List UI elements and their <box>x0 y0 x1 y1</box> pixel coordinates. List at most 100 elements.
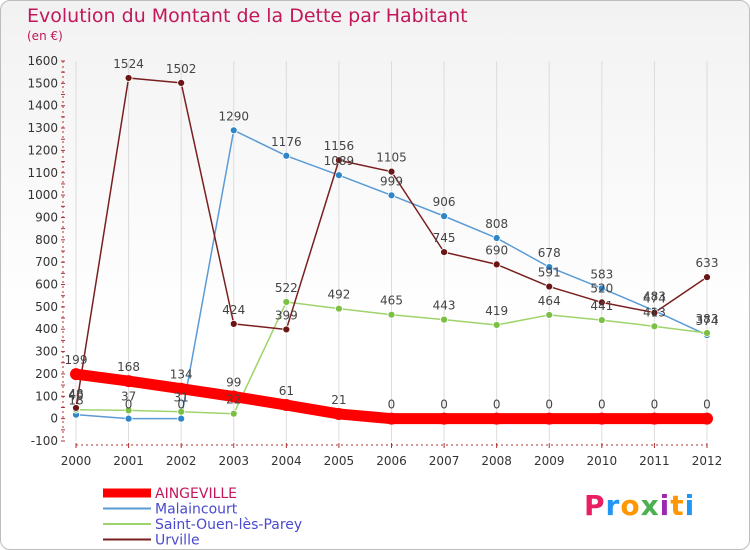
y-tick-label: 500 <box>35 300 58 314</box>
legend-label: Malaincourt <box>155 502 238 518</box>
y-tick-label: 700 <box>35 255 58 269</box>
x-tick-label: 2009 <box>534 454 565 468</box>
x-tick-label: 2004 <box>271 454 302 468</box>
x-tick-label: 2012 <box>692 454 723 468</box>
data-label: 464 <box>538 294 561 308</box>
data-point <box>124 414 133 423</box>
data-label: 399 <box>275 308 298 322</box>
data-point <box>229 319 238 328</box>
data-label: 1176 <box>271 135 302 149</box>
data-label: 0 <box>440 398 448 412</box>
data-point <box>545 311 554 319</box>
data-label: 678 <box>538 246 561 260</box>
data-point <box>597 284 606 293</box>
data-label: 22 <box>226 393 241 407</box>
data-point <box>492 234 501 242</box>
data-label: 199 <box>65 353 88 367</box>
data-label: 999 <box>380 174 403 188</box>
y-tick-label: 400 <box>35 322 58 336</box>
legend-label: Urville <box>155 533 200 549</box>
x-tick-label: 2010 <box>587 454 618 468</box>
x-tick-label: 2001 <box>113 454 144 468</box>
logo-letter: i <box>684 489 696 522</box>
proxiti-logo: Proxiti <box>584 489 695 522</box>
data-label: 134 <box>170 368 193 382</box>
data-label: 0 <box>493 398 501 412</box>
data-point <box>595 412 608 425</box>
data-point <box>282 325 291 334</box>
data-label: 690 <box>485 243 508 257</box>
data-label: 474 <box>643 292 666 306</box>
data-label: 99 <box>226 376 241 390</box>
data-label: 168 <box>117 360 140 374</box>
data-label: 413 <box>643 305 666 319</box>
data-label: 0 <box>125 398 133 412</box>
data-point <box>650 308 659 317</box>
data-point <box>385 412 398 425</box>
data-label: 492 <box>327 288 350 302</box>
logo-letter: t <box>670 489 685 522</box>
logo-letter: P <box>584 489 606 522</box>
data-point <box>543 412 556 425</box>
data-point <box>545 263 554 271</box>
data-point <box>332 407 345 420</box>
data-point <box>72 404 80 412</box>
y-tick-label: 100 <box>35 389 58 403</box>
data-point <box>701 412 713 425</box>
data-point <box>597 298 606 307</box>
data-point <box>703 329 711 337</box>
data-label: 1105 <box>376 151 407 165</box>
y-tick-label: 1400 <box>27 99 58 113</box>
data-point <box>387 191 396 200</box>
data-point <box>229 126 238 135</box>
y-tick-label: 200 <box>35 367 58 381</box>
data-point <box>335 304 343 313</box>
data-label: 0 <box>388 398 396 412</box>
data-point <box>282 298 291 306</box>
data-label: 424 <box>222 303 245 317</box>
y-tick-label: 900 <box>35 210 58 224</box>
data-point <box>335 156 343 165</box>
data-point <box>177 79 186 87</box>
data-label: 1290 <box>218 109 249 123</box>
logo-letter: r <box>605 489 621 522</box>
data-point <box>177 407 186 416</box>
y-tick-label: 1200 <box>27 143 58 157</box>
data-label: 1524 <box>113 57 144 71</box>
data-point <box>282 151 291 160</box>
data-point <box>280 399 293 412</box>
logo-letter: i <box>659 489 671 522</box>
data-label: 1156 <box>324 139 355 153</box>
data-label: 37 <box>121 389 136 403</box>
data-label: 1089 <box>324 154 355 168</box>
y-tick-label: 1600 <box>27 54 58 68</box>
chart-title: Evolution du Montant de la Dette par Hab… <box>27 5 468 27</box>
legend-label: Saint-Ouen-lès-Parey <box>155 517 302 533</box>
y-tick-label: 1100 <box>27 166 58 180</box>
x-tick-label: 2000 <box>61 454 92 468</box>
data-label: 520 <box>590 281 613 295</box>
data-point <box>175 382 188 395</box>
data-point <box>440 212 448 221</box>
data-point <box>440 315 448 324</box>
data-label: 808 <box>485 217 508 231</box>
data-label: 18 <box>68 394 83 408</box>
data-point <box>597 316 606 324</box>
data-point <box>335 171 343 180</box>
y-tick-label: 1000 <box>27 188 58 202</box>
x-tick-label: 2003 <box>218 454 249 468</box>
data-point <box>124 406 133 415</box>
y-tick-label: 1500 <box>27 76 58 90</box>
data-label: 906 <box>433 195 456 209</box>
x-tick-label: 2007 <box>429 454 460 468</box>
data-label: 633 <box>696 256 719 270</box>
data-label: 441 <box>590 299 613 313</box>
logo-letter: o <box>620 489 641 522</box>
data-point <box>124 74 133 82</box>
data-label: 0 <box>651 398 659 412</box>
data-label: 0 <box>177 398 185 412</box>
data-label: 61 <box>279 384 294 398</box>
data-point <box>177 414 186 423</box>
data-point <box>492 260 501 269</box>
